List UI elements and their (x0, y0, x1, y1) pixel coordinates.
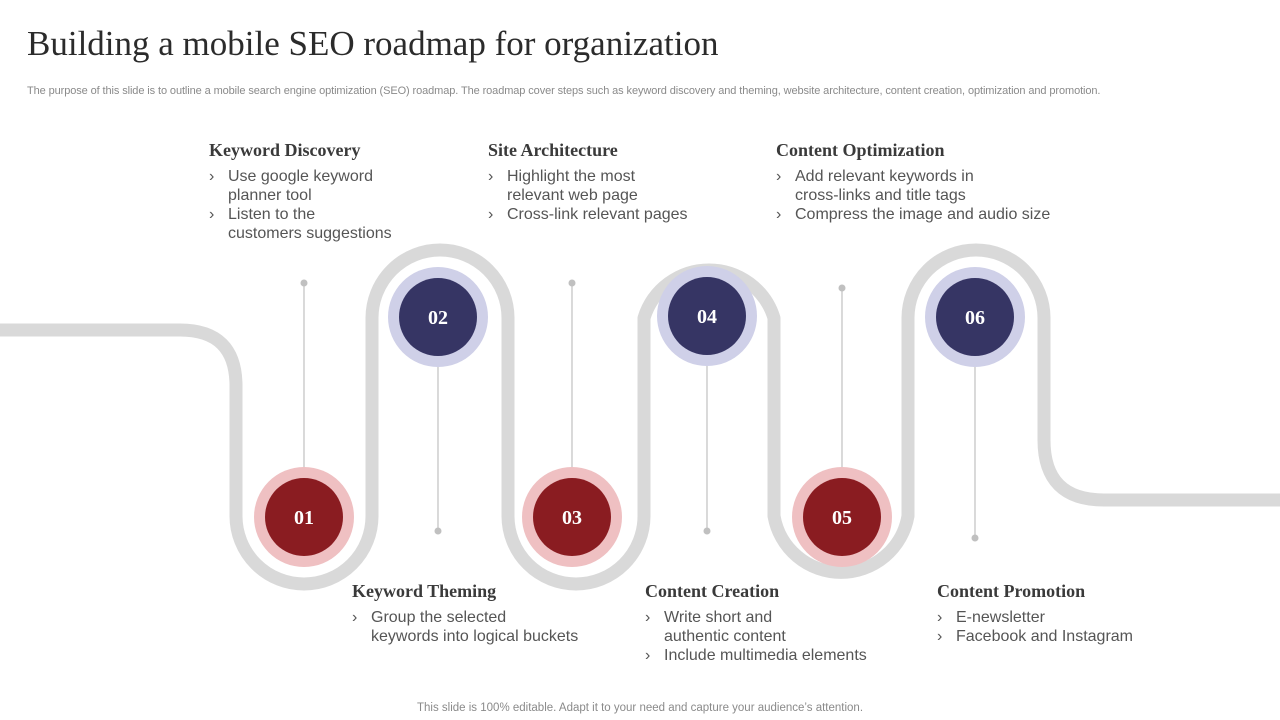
bullet-item: Write short and authentic content (645, 608, 867, 646)
step-title: Keyword Theming (352, 581, 497, 601)
bullet-item: Use google keyword planner tool (209, 167, 392, 205)
bullet-item: Group the selected keywords into logical… (352, 608, 578, 646)
step-block-keyword-discovery: Keyword Discovery Use google keyword pla… (209, 140, 392, 243)
connector-dot-01 (300, 279, 308, 287)
step-title: Content Promotion (937, 581, 1086, 601)
step-block-content-optimization: Content Optimization Add relevant keywor… (776, 140, 1050, 224)
bullet-list: E-newsletter Facebook and Instagram (937, 608, 1133, 646)
page-title: Building a mobile SEO roadmap for organi… (27, 24, 719, 63)
step-marker-03: 03 (522, 467, 622, 567)
step-marker-06: 06 (925, 267, 1025, 367)
step-number-06: 06 (965, 307, 985, 329)
step-marker-02: 02 (388, 267, 488, 367)
step-marker-05: 05 (792, 467, 892, 567)
step-title: Content Optimization (776, 140, 945, 160)
bullet-list: Use google keyword planner tool Listen t… (209, 167, 392, 243)
step-marker-01: 01 (254, 467, 354, 567)
bullet-item: Facebook and Instagram (937, 627, 1133, 646)
bullet-item: Compress the image and audio size (776, 205, 1050, 224)
connector-dot-04 (703, 527, 711, 535)
bullet-item: Listen to the customers suggestions (209, 205, 392, 243)
step-number-03: 03 (562, 507, 582, 529)
footer-note: This slide is 100% editable. Adapt it to… (416, 702, 864, 714)
step-title: Content Creation (645, 581, 780, 601)
page-subtitle: The purpose of this slide is to outline … (27, 85, 1101, 97)
bullet-item: Cross-link relevant pages (488, 205, 688, 224)
step-title: Site Architecture (488, 140, 618, 160)
bullet-list: Add relevant keywords in cross-links and… (776, 167, 1050, 224)
roadmap-road (0, 243, 1280, 591)
bullet-item: E-newsletter (937, 608, 1133, 627)
bullet-item: Add relevant keywords in cross-links and… (776, 167, 1050, 205)
connectors (300, 279, 979, 542)
step-marker-04: 04 (657, 266, 757, 366)
step-block-site-architecture: Site Architecture Highlight the most rel… (488, 140, 688, 224)
bullet-list: Highlight the most relevant web page Cro… (488, 167, 688, 224)
step-number-02: 02 (428, 307, 448, 329)
step-block-content-promotion: Content Promotion E-newsletter Facebook … (937, 581, 1133, 646)
step-title: Keyword Discovery (209, 140, 361, 160)
step-number-05: 05 (832, 507, 852, 529)
bullet-item: Highlight the most relevant web page (488, 167, 688, 205)
connector-dot-03 (568, 279, 576, 287)
connector-dot-02 (434, 527, 442, 535)
bullet-list: Write short and authentic content Includ… (645, 608, 867, 665)
bullet-item: Include multimedia elements (645, 646, 867, 665)
step-block-content-creation: Content Creation Write short and authent… (645, 581, 867, 665)
step-number-01: 01 (294, 507, 314, 529)
connector-dot-05 (838, 284, 846, 292)
step-number-04: 04 (697, 306, 717, 328)
bullet-list: Group the selected keywords into logical… (352, 608, 578, 646)
step-block-keyword-theming: Keyword Theming Group the selected keywo… (352, 581, 578, 646)
connector-dot-06 (971, 534, 979, 542)
